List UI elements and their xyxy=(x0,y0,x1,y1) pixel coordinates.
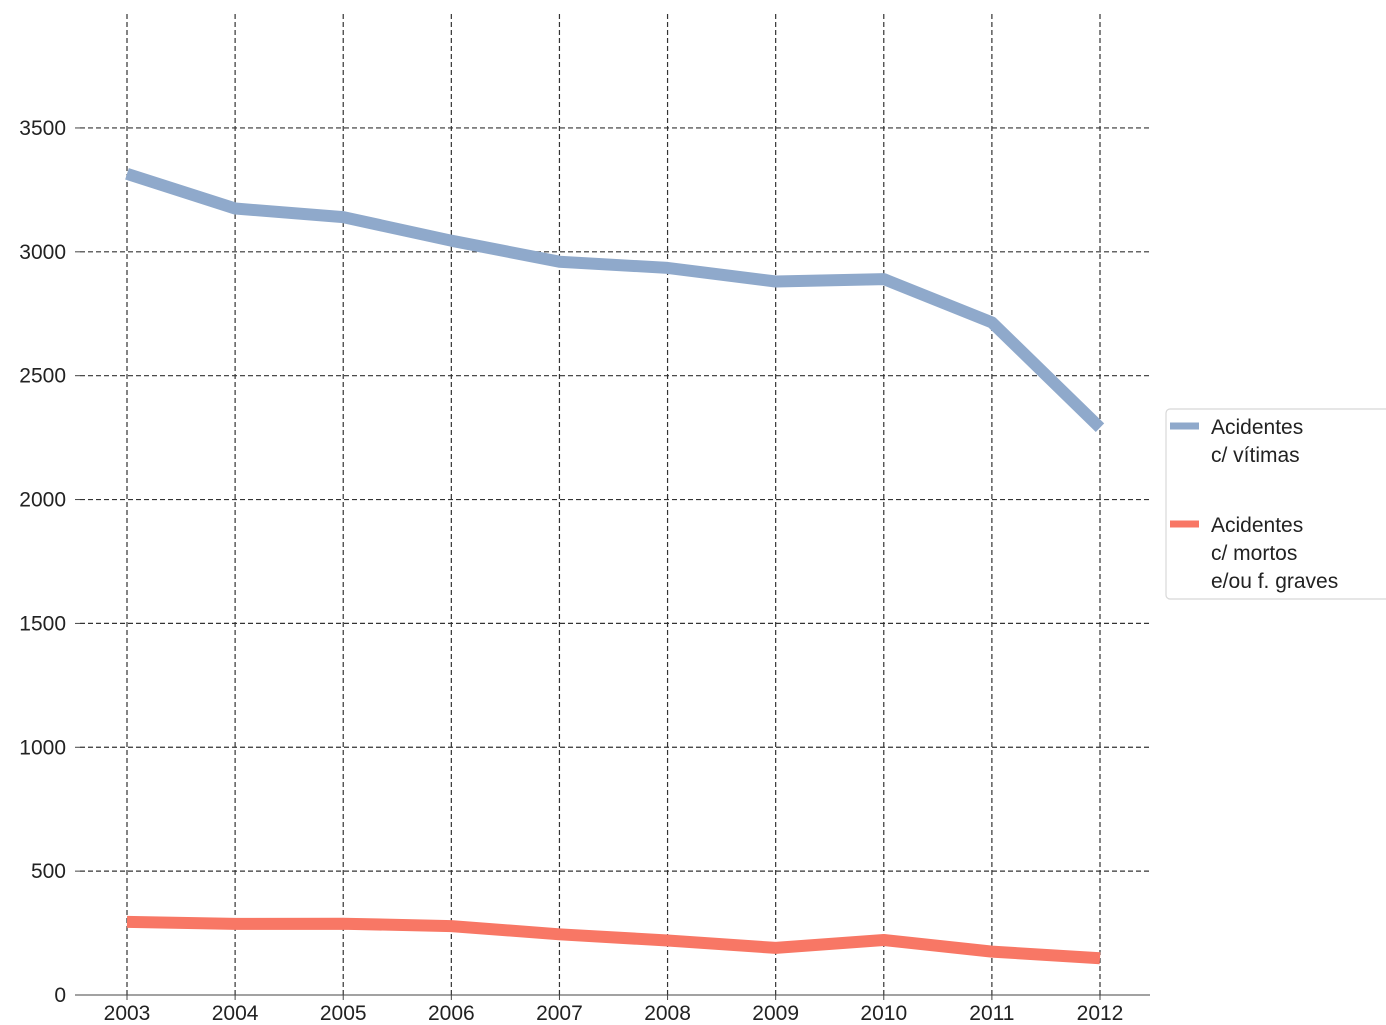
x-gridlines xyxy=(126,14,1101,995)
x-tick-label: 2009 xyxy=(752,1002,799,1025)
y-tick-label: 1000 xyxy=(19,736,66,759)
x-tick-label: 2011 xyxy=(969,1002,1014,1025)
legend-label: c/ mortos xyxy=(1211,542,1297,565)
legend: Acidentes c/ vítimas Acidentes c/ mortos e/o… xyxy=(1165,408,1386,600)
x-tick-label: 2007 xyxy=(536,1002,583,1025)
series-line-0 xyxy=(125,168,1105,432)
y-tick-label: 3000 xyxy=(19,241,66,264)
y-tick-label: 0 xyxy=(54,984,66,1007)
x-tick-label: 2005 xyxy=(320,1002,367,1025)
legend-label: c/ vítimas xyxy=(1211,444,1300,467)
x-tick-label: 2008 xyxy=(644,1002,691,1025)
x-tick-labels: 2003 2004 2005 2006 2007 2008 2009 2010 2011 2012 xyxy=(104,1002,1124,1025)
y-tick-label: 3500 xyxy=(19,117,66,140)
y-tick-label: 2000 xyxy=(19,489,66,512)
legend-box xyxy=(1165,408,1386,600)
series-line-1 xyxy=(126,915,1101,965)
y-tick-label: 2500 xyxy=(19,365,66,388)
y-gridlines xyxy=(80,127,1150,872)
series-layer xyxy=(125,168,1105,965)
x-tick-label: 2012 xyxy=(1077,1002,1124,1025)
legend-label: Acidentes xyxy=(1211,514,1303,537)
axes xyxy=(75,127,1150,1000)
y-tick-label: 1500 xyxy=(19,612,66,635)
legend-label: e/ou f. graves xyxy=(1211,570,1338,593)
x-tick-label: 2006 xyxy=(428,1002,475,1025)
x-tick-label: 2004 xyxy=(212,1002,259,1025)
y-tick-label: 500 xyxy=(31,860,66,883)
x-tick-label: 2003 xyxy=(104,1002,151,1025)
x-tick-label: 2010 xyxy=(860,1002,907,1025)
y-tick-labels: 0 500 1000 1500 2000 2500 3000 3500 xyxy=(19,117,66,1007)
legend-label: Acidentes xyxy=(1211,416,1303,439)
legend-items: Acidentes c/ vítimas Acidentes c/ mortos e/o… xyxy=(1170,416,1338,593)
